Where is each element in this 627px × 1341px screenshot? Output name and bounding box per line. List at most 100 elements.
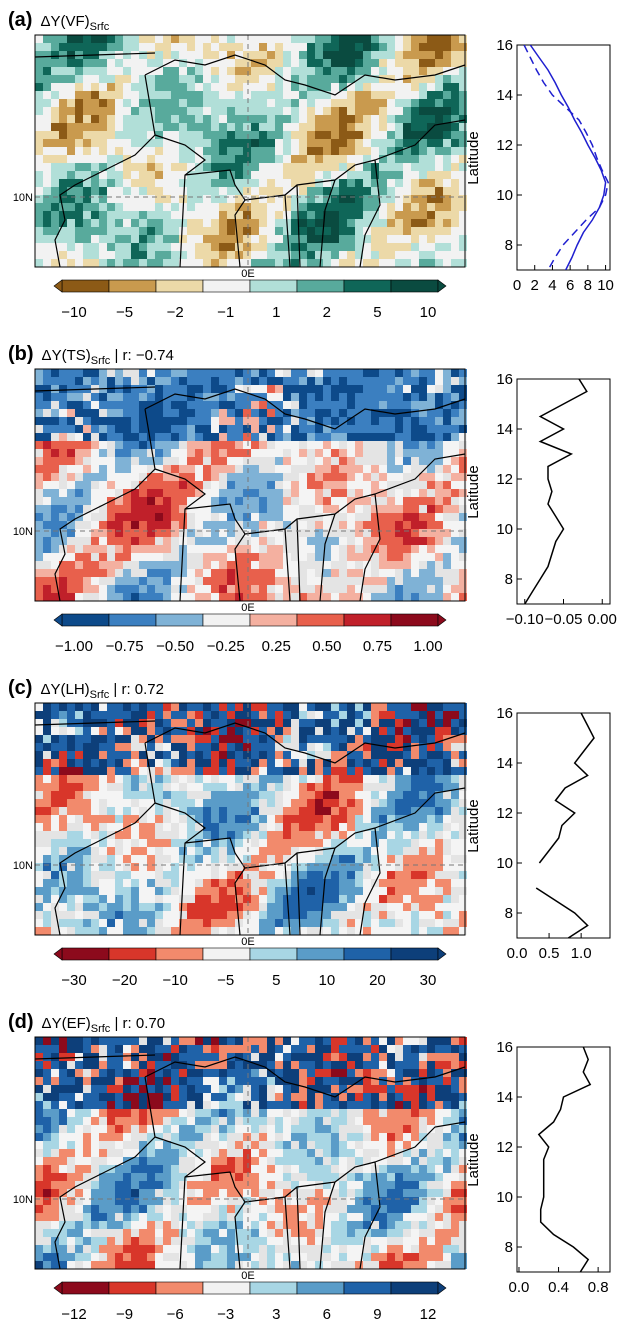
map-cell [387,369,395,377]
map-cell [219,783,227,791]
map-cell [387,799,395,807]
map-cell [211,235,219,243]
map-cell [155,847,163,855]
map-cell [67,457,75,465]
map-cell [147,823,155,831]
map-cell [75,505,83,513]
map-cell [115,719,123,727]
map-cell [35,377,43,385]
map-cell [403,727,411,735]
map-cell [267,871,275,879]
map-cell [331,35,339,43]
map-cell [67,75,75,83]
map-cell [379,433,387,441]
map-cell [275,911,283,919]
map-cell [339,585,347,593]
map-cell [83,131,91,139]
map-cell [411,59,419,67]
map-cell [283,441,291,449]
map-cell [307,385,315,393]
map-cell [403,441,411,449]
map-cell [315,1037,323,1045]
map-cell [43,1037,51,1045]
map-cell [355,593,363,601]
map-cell [195,871,203,879]
map-cell [259,83,267,91]
map-cell [115,131,123,139]
map-cell [355,481,363,489]
map-cell [227,529,235,537]
map-cell [211,43,219,51]
map-cell [371,767,379,775]
map-cell [411,895,419,903]
map-cell [299,879,307,887]
map-cell [323,895,331,903]
map-cell [195,227,203,235]
map-cell [75,855,83,863]
map-cell [395,847,403,855]
map-cell [179,107,187,115]
map-cell [99,537,107,545]
map-cell [323,155,331,163]
map-cell [251,449,259,457]
map-cell [227,751,235,759]
map-cell [427,751,435,759]
map-cell [131,163,139,171]
map-cell [163,887,171,895]
map-cell [291,569,299,577]
map-cell [147,553,155,561]
map-cell [75,767,83,775]
map-cell [147,147,155,155]
panel-title: (a)ΔY(VF)Srfc [8,9,110,33]
map-cell [155,529,163,537]
map-cell [387,171,395,179]
map-cell [187,131,195,139]
map-cell [75,911,83,919]
map-cell [35,791,43,799]
map-cell [75,449,83,457]
map-cell [259,799,267,807]
map-cell [203,561,211,569]
map-cell [387,1045,395,1053]
map-cell [395,911,403,919]
map-cell [35,839,43,847]
map-cell [187,51,195,59]
map-cell [451,879,459,887]
map-cell [139,839,147,847]
map-cell [211,139,219,147]
map-cell [83,441,91,449]
map-cell [235,1037,243,1045]
map-cell [275,251,283,259]
map-cell [307,227,315,235]
map-cell [43,401,51,409]
map-cell [251,537,259,545]
map-cell [339,847,347,855]
map-cell [203,75,211,83]
map-cell [427,887,435,895]
map-cell [195,473,203,481]
map-cell [211,417,219,425]
map-cell [403,879,411,887]
map-cell [83,35,91,43]
map-cell [347,465,355,473]
map-cell [363,783,371,791]
map-cell [43,767,51,775]
map-cell [395,537,403,545]
map-cell [323,441,331,449]
map-cell [355,703,363,711]
map-cell [195,457,203,465]
map-cell [435,481,443,489]
map-cell [163,401,171,409]
map-cell [339,155,347,163]
map-cell [59,919,67,927]
map-cell [91,553,99,561]
x-tick-label: 6 [566,277,574,294]
map-cell [315,879,323,887]
map-cell [363,203,371,211]
map-cell [379,83,387,91]
map-cell [283,863,291,871]
map-cell [379,377,387,385]
map-cell [179,775,187,783]
map-cell [147,719,155,727]
map-cell [371,895,379,903]
